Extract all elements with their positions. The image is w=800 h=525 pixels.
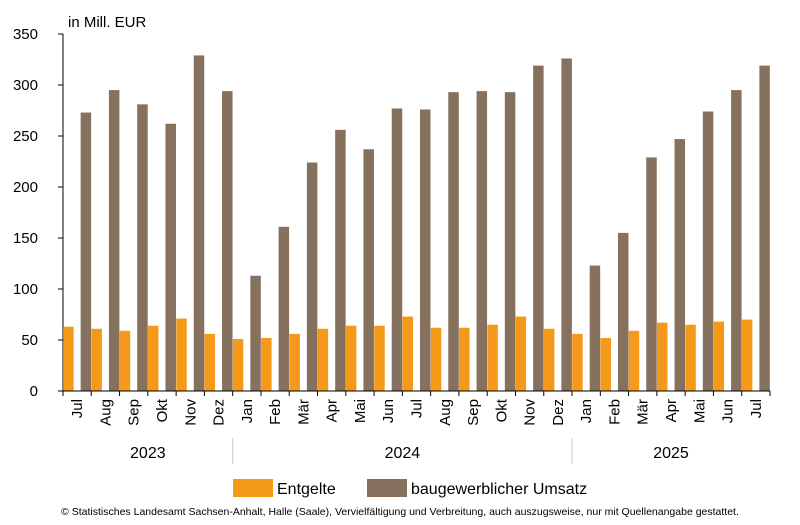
x-tick-label: Mär — [635, 399, 652, 425]
x-tick-label: Jun — [720, 399, 737, 423]
bar-entgelte — [459, 327, 470, 391]
legend: Entgelte baugewerblicher Umsatz — [233, 479, 587, 498]
bar-entgelte — [430, 327, 442, 391]
x-tick-label: Aug — [97, 399, 114, 426]
bars — [63, 55, 770, 392]
y-tick-label: 350 — [13, 26, 38, 43]
x-tick-label: Apr — [324, 399, 341, 422]
bar-entgelte — [374, 325, 385, 391]
bar-umsatz — [759, 65, 770, 392]
x-tick-label: Mär — [295, 399, 312, 425]
bar-entgelte — [232, 338, 244, 391]
y-tick-label: 50 — [21, 332, 38, 349]
bar-umsatz — [250, 275, 261, 391]
bar-umsatz — [533, 65, 544, 392]
x-tick-label: Aug — [437, 399, 454, 426]
bar-umsatz — [561, 58, 572, 391]
x-tick-label: Apr — [663, 399, 680, 422]
bar-umsatz — [420, 109, 431, 391]
bar-umsatz — [589, 265, 601, 391]
x-tick-label: Mai — [352, 399, 369, 423]
legend-swatch-umsatz — [367, 479, 407, 497]
legend-label-umsatz: baugewerblicher Umsatz — [411, 481, 587, 498]
bar-umsatz — [448, 92, 459, 391]
bar-umsatz — [165, 123, 176, 391]
bar-umsatz — [617, 232, 629, 391]
y-tick-label: 0 — [30, 383, 38, 400]
bar-umsatz — [476, 91, 488, 392]
x-tick-label: Okt — [493, 398, 510, 422]
bar-umsatz — [278, 226, 290, 391]
bar-entgelte — [147, 325, 159, 391]
bar-umsatz — [193, 55, 205, 392]
bar-entgelte — [600, 337, 611, 391]
bar-entgelte — [119, 330, 131, 391]
x-tick-label: Jan — [578, 399, 595, 423]
bar-umsatz — [137, 104, 148, 391]
x-tick-label: Feb — [606, 399, 623, 425]
bar-entgelte — [261, 337, 272, 391]
bar-entgelte — [657, 322, 668, 391]
bar-entgelte — [204, 333, 216, 391]
year-label: 2023 — [130, 445, 166, 462]
y-tick-label: 250 — [13, 128, 38, 145]
bar-entgelte — [685, 324, 696, 391]
bar-entgelte — [345, 325, 357, 391]
bar-entgelte — [487, 324, 498, 391]
bar-umsatz — [335, 129, 346, 391]
x-tick-label: Sep — [465, 399, 482, 426]
y-axis: 0 50 100 150 200 250 300 350 — [13, 26, 64, 400]
copyright-footer: © Statistisches Landesamt Sachsen-Anhalt… — [61, 506, 739, 518]
bar-umsatz — [391, 108, 403, 392]
bar-entgelte — [289, 333, 300, 391]
bar-entgelte — [543, 328, 555, 391]
bar-entgelte — [176, 318, 187, 391]
x-tick-label: Dez — [550, 399, 567, 426]
bar-entgelte — [515, 316, 527, 391]
legend-swatch-entgelte — [233, 479, 273, 497]
x-tick-label: Feb — [267, 399, 284, 425]
bar-umsatz — [731, 90, 742, 391]
bar-entgelte — [572, 333, 583, 391]
bar-umsatz — [674, 139, 686, 391]
bar-umsatz — [80, 112, 92, 391]
legend-label-entgelte: Entgelte — [277, 481, 336, 498]
bar-umsatz — [504, 92, 516, 391]
year-label: 2024 — [385, 445, 421, 462]
bar-umsatz — [702, 111, 714, 392]
bar-umsatz — [222, 91, 233, 392]
x-tick-label: Jul — [409, 399, 426, 418]
bar-entgelte — [713, 321, 725, 391]
bar-entgelte — [63, 326, 74, 391]
x-tick-label: Jul — [748, 399, 765, 418]
y-tick-label: 300 — [13, 77, 38, 94]
y-tick-label: 150 — [13, 230, 38, 247]
y-tick-label: 200 — [13, 179, 38, 196]
bar-entgelte — [317, 328, 329, 391]
bar-umsatz — [646, 157, 657, 391]
bar-umsatz — [108, 90, 120, 391]
x-axis: Jul Aug Sep Okt Nov Dez Jan Feb Mär Apr Mai Jun Jul A… — [62, 390, 771, 464]
year-label: 2025 — [653, 445, 689, 462]
bar-entgelte — [628, 330, 640, 391]
bar-entgelte — [91, 328, 102, 391]
x-tick-label: Mai — [691, 399, 708, 423]
x-tick-label: Sep — [126, 399, 143, 426]
x-tick-label: Okt — [154, 398, 171, 422]
bar-umsatz — [363, 149, 374, 391]
bar-umsatz — [306, 162, 318, 391]
x-tick-label: Jun — [380, 399, 397, 423]
bar-entgelte — [741, 319, 753, 391]
unit-label: in Mill. EUR — [68, 14, 147, 31]
bar-entgelte — [402, 316, 413, 391]
x-tick-label: Dez — [211, 399, 228, 426]
x-tick-label: Nov — [182, 399, 199, 426]
y-tick-label: 100 — [13, 281, 38, 298]
x-tick-label: Jan — [239, 399, 256, 423]
x-tick-label: Nov — [522, 399, 539, 426]
x-tick-label: Jul — [69, 399, 86, 418]
